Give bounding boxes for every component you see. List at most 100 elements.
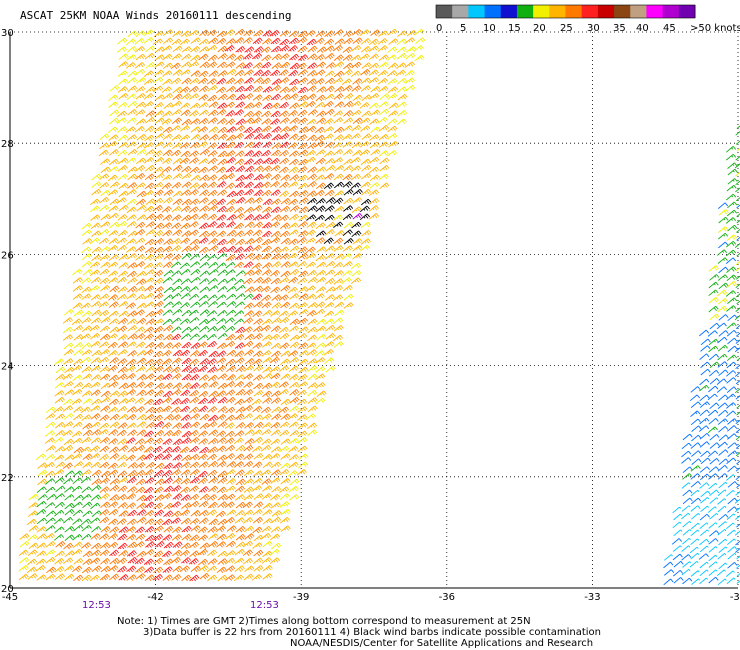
wind-barb (351, 206, 362, 213)
wind-barb (405, 53, 416, 60)
wind-barb (225, 381, 236, 388)
wind-barb (179, 142, 191, 149)
wind-barb (127, 277, 138, 284)
wind-barb (253, 453, 264, 460)
wind-barb (45, 573, 56, 581)
note-line-3: NOAA/NESDIS/Center for Satellite Applica… (290, 638, 593, 649)
wind-barb (252, 477, 263, 485)
wind-barb (262, 509, 273, 516)
wind-barb (118, 526, 129, 533)
wind-barb (699, 329, 710, 337)
wind-barb (118, 574, 129, 581)
wind-barb (279, 141, 290, 149)
wind-barb (126, 358, 137, 366)
wind-barb (334, 190, 345, 197)
wind-barb (708, 265, 719, 272)
wind-barb (388, 62, 399, 70)
wind-barb (181, 326, 192, 334)
wind-barb (189, 141, 200, 149)
wind-barb (188, 221, 199, 228)
wind-barb (172, 30, 183, 37)
wind-barb (342, 54, 353, 61)
wind-barb (81, 293, 92, 301)
wind-barb (244, 221, 255, 228)
wind-barb (71, 318, 82, 326)
wind-barb (81, 286, 92, 294)
legend-swatch (452, 5, 469, 18)
wind-barb (700, 450, 711, 458)
wind-barb (289, 78, 300, 86)
wind-barb (691, 434, 702, 442)
wind-barb (324, 189, 335, 197)
wind-barb (72, 453, 83, 460)
wind-barb (180, 494, 191, 501)
wind-barb (161, 182, 172, 190)
wind-barb (315, 366, 326, 373)
wind-barb (171, 261, 182, 268)
wind-barb (190, 134, 201, 141)
wind-barb (217, 574, 228, 582)
wind-barb (179, 38, 191, 46)
wind-barb (99, 309, 110, 317)
wind-barb (81, 494, 92, 501)
wind-barb (136, 494, 147, 502)
wind-barb (181, 533, 192, 541)
legend-swatch (565, 5, 583, 18)
wind-barb (216, 30, 227, 38)
wind-barb (288, 485, 299, 493)
wind-barb (91, 374, 102, 381)
wind-barb (288, 229, 299, 236)
wind-barb (261, 173, 272, 180)
wind-barb (368, 205, 379, 212)
wind-barb (145, 149, 156, 156)
wind-barb (197, 526, 208, 534)
wind-barb (243, 460, 254, 468)
wind-barb (253, 158, 264, 165)
wind-barb (717, 528, 727, 536)
wind-barb (727, 201, 738, 209)
wind-barb (387, 28, 398, 36)
wind-barb (404, 61, 415, 68)
wind-barb (35, 453, 47, 460)
wind-barb (208, 133, 219, 141)
wind-barb (333, 221, 344, 229)
wind-barb (726, 410, 737, 418)
wind-barb (279, 214, 290, 222)
wind-barb (252, 405, 263, 413)
wind-barb (244, 165, 255, 173)
wind-barb (727, 314, 738, 322)
wind-barb (718, 562, 728, 570)
wind-barb (306, 134, 317, 142)
wind-barb (99, 325, 110, 333)
wind-barb (109, 413, 120, 421)
wind-barb (262, 461, 273, 469)
wind-barb (270, 310, 281, 317)
wind-barb (289, 494, 300, 501)
wind-barb (207, 469, 218, 477)
wind-barb (682, 577, 693, 585)
wind-barb (82, 501, 93, 509)
wind-barb (135, 245, 146, 252)
wind-barb (199, 174, 210, 182)
wind-barb (171, 333, 182, 341)
wind-barb (54, 382, 65, 389)
wind-barb (351, 61, 362, 69)
wind-barb (216, 365, 227, 372)
wind-barb (244, 286, 255, 293)
wind-barb (217, 518, 228, 526)
wind-barb (144, 190, 155, 197)
wind-barb (727, 497, 738, 505)
wind-barb (180, 268, 191, 276)
wind-barb (261, 478, 272, 485)
wind-barb (208, 101, 219, 108)
wind-barb (198, 517, 209, 525)
wind-barb (369, 93, 380, 100)
wind-barb (323, 182, 335, 190)
wind-barb (171, 222, 182, 230)
wind-barb (162, 133, 173, 141)
wind-barb (188, 286, 199, 293)
wind-barb (243, 469, 254, 477)
wind-barb (324, 214, 335, 222)
wind-barb (163, 558, 174, 566)
wind-barb (154, 46, 165, 53)
